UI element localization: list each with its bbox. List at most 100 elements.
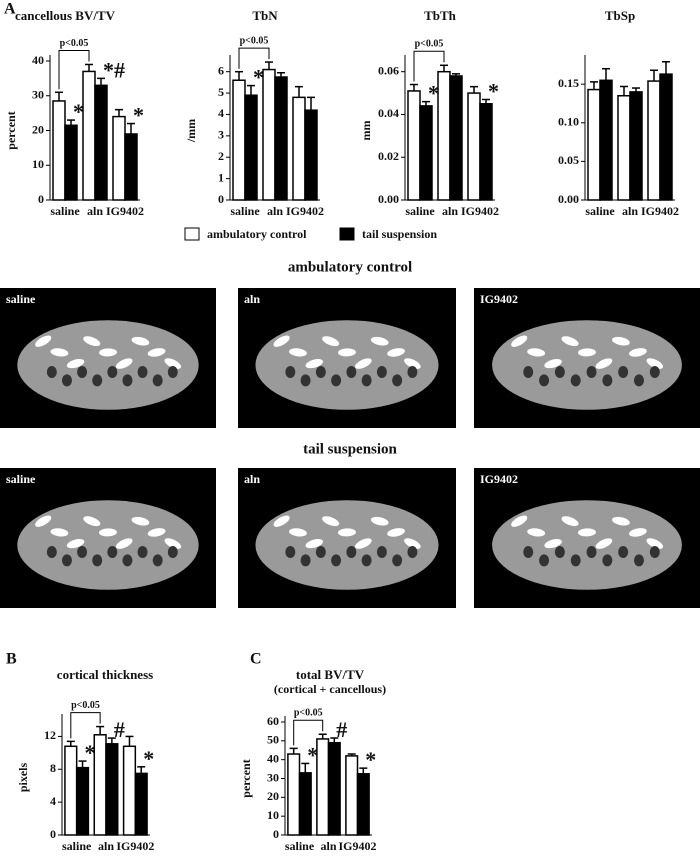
bar: [419, 105, 433, 201]
bone-trabecula: [544, 539, 562, 549]
bone-trabecula: [338, 528, 356, 537]
bone-trabecula: [50, 348, 69, 357]
bone-pore: [122, 554, 133, 567]
bar: [327, 741, 341, 836]
significance-marker: #: [114, 717, 125, 742]
bone-pore: [77, 546, 88, 558]
bone-pore: [122, 374, 133, 387]
x-tick-label: saline: [285, 839, 315, 853]
bone-pore: [167, 546, 178, 558]
chart-title: cortical thickness: [57, 667, 153, 682]
bone-pore: [392, 554, 403, 567]
bone-trabecula: [66, 539, 85, 549]
bone-trabecula: [35, 335, 52, 347]
bone-pore: [331, 554, 342, 567]
y-tick-label: 2: [218, 149, 224, 163]
y-tick-label: 0.00: [558, 192, 579, 206]
bone-pore: [586, 366, 597, 378]
bar: [304, 109, 318, 201]
bone-trabecula: [646, 538, 664, 549]
bone-trabecula: [164, 358, 182, 369]
chart-subtitle: (cortical + cancellous): [274, 682, 386, 696]
bone-trabecula: [147, 528, 166, 537]
bar: [345, 755, 359, 836]
bar: [617, 95, 631, 201]
bone-trabecula: [355, 358, 372, 369]
bone-trabecula: [115, 358, 133, 369]
x-tick-label: saline: [405, 204, 435, 218]
y-axis-label: percent: [4, 111, 18, 149]
bar: [232, 79, 246, 201]
y-tick-label: 1: [218, 170, 224, 184]
y-tick-label: 6: [218, 63, 224, 77]
bone-body: [17, 500, 199, 590]
panel-label: A: [4, 1, 16, 18]
bracket: [293, 719, 324, 746]
bone-pore: [137, 366, 148, 378]
bone-trabecula: [404, 538, 421, 549]
y-tick-label: 30: [267, 770, 279, 784]
bar: [112, 115, 126, 201]
significance-marker: *: [133, 103, 144, 128]
image-label: saline: [6, 292, 36, 306]
bone-trabecula: [544, 359, 562, 369]
y-tick-label: 0.10: [558, 115, 579, 129]
bar: [124, 133, 138, 201]
y-tick-label: 50: [267, 733, 279, 747]
panel-label: B: [6, 651, 17, 668]
bone-pore: [539, 374, 550, 387]
chart-title: cancellous BV/TV: [15, 8, 116, 23]
x-tick-label: aln: [622, 204, 638, 218]
bone-trabecula: [99, 528, 117, 537]
legend-swatch: [184, 227, 200, 241]
bone-pore: [300, 374, 311, 387]
significance-marker: *#: [103, 57, 125, 82]
bar: [64, 124, 78, 201]
bone-pore: [570, 554, 581, 567]
bone-pore: [285, 366, 296, 378]
y-tick-label: 0: [50, 827, 56, 841]
bone-trabecula: [131, 336, 150, 346]
bone-trabecula: [289, 528, 307, 537]
bone-trabecula: [305, 539, 324, 549]
bone-trabecula: [99, 348, 117, 357]
bone-trabecula: [595, 358, 613, 369]
section-heading: tail suspension: [303, 441, 397, 457]
bone-pore: [300, 554, 311, 567]
y-tick-label: 10: [267, 808, 279, 822]
bone-pore: [315, 546, 326, 558]
bracket-label: p<0.05: [71, 700, 100, 711]
y-axis-label: mm: [359, 121, 373, 141]
bone-pore: [376, 366, 387, 378]
bar: [94, 84, 108, 201]
bar: [316, 738, 330, 836]
bone-trabecula: [561, 516, 579, 527]
chart-title: total BV/TV: [296, 667, 365, 682]
bone-trabecula: [322, 336, 340, 347]
bone-trabecula: [527, 528, 546, 537]
x-tick-label: aln: [320, 839, 336, 853]
bar: [659, 73, 673, 201]
bar: [292, 96, 306, 201]
y-tick-label: 4: [218, 106, 224, 120]
y-tick-label: 8: [50, 761, 56, 775]
bar: [356, 773, 370, 836]
bracket: [70, 712, 101, 739]
bone-trabecula: [338, 348, 356, 357]
bone-pore: [46, 546, 57, 558]
bracket-label: p<0.05: [294, 708, 323, 719]
y-tick-label: 10: [32, 157, 44, 171]
bone-pore: [346, 366, 357, 378]
y-tick-label: 0: [218, 192, 224, 206]
bar: [629, 91, 643, 201]
bone-body: [255, 320, 439, 410]
bone-pore: [649, 546, 660, 558]
legend-label: tail suspension: [362, 227, 437, 241]
x-tick-label: aln: [267, 204, 283, 218]
bone-pore: [361, 554, 372, 567]
bone-trabecula: [305, 359, 324, 369]
bar: [274, 76, 288, 201]
bar: [93, 734, 107, 836]
bone-trabecula: [273, 515, 290, 527]
bone-pore: [152, 554, 163, 567]
